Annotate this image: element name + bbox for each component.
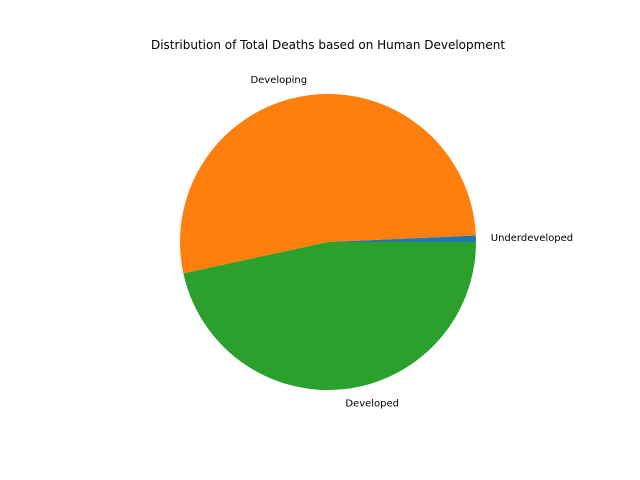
pie-label-developing: Developing — [250, 75, 307, 86]
chart-title: Distribution of Total Deaths based on Hu… — [151, 38, 505, 52]
pie-slice-underdeveloped — [328, 235, 476, 242]
pie-label-underdeveloped: Underdeveloped — [491, 233, 573, 244]
pie-slices — [180, 94, 476, 391]
pie-slice-developing — [180, 94, 476, 274]
pie-slice-developed — [183, 242, 476, 391]
pie-labels: Underdeveloped Developing Developed — [250, 75, 573, 409]
pie-label-developed: Developed — [345, 398, 399, 409]
